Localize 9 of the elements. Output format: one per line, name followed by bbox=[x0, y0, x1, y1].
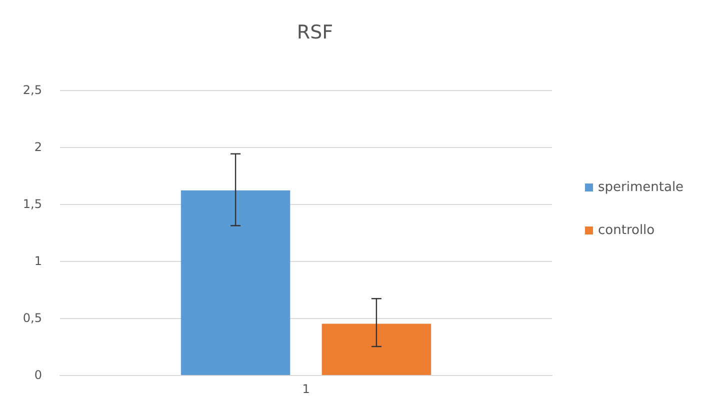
legend-label: controllo bbox=[598, 223, 655, 238]
y-tick-label: 0 bbox=[34, 368, 42, 382]
y-tick-label: 2 bbox=[34, 140, 42, 154]
y-tick-label: 2,5 bbox=[22, 83, 42, 97]
y-tick-label: 0,5 bbox=[22, 311, 42, 325]
chart-title: RSF bbox=[296, 22, 334, 44]
legend-label: sperimentale bbox=[598, 180, 684, 195]
y-tick-label: 1 bbox=[34, 254, 42, 268]
y-tick-label: 1,5 bbox=[22, 197, 42, 211]
